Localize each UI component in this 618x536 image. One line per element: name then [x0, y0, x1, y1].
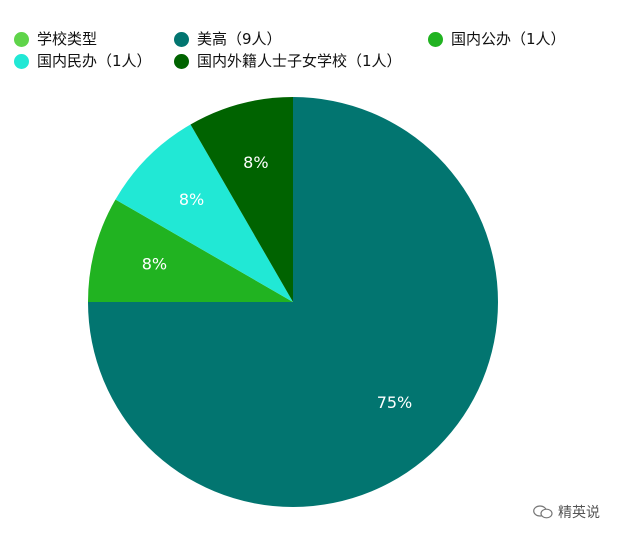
pie-slice-2 [115, 124, 294, 303]
slice-percent-label-3: 8% [243, 153, 268, 172]
legend-label: 美高（9人） [197, 30, 282, 48]
legend-label: 国内民办（1人） [37, 52, 152, 70]
pie-slice-1 [88, 199, 293, 302]
legend-swatch [428, 31, 443, 47]
legend-item-international-school: 国内外籍人士子女学校（1人） [174, 52, 402, 70]
legend-label: 学校类型 [37, 30, 98, 48]
wechat-bubble-icon [533, 505, 553, 519]
legend-label: 国内公办（1人） [451, 30, 566, 48]
slice-percent-label-0: 75% [377, 393, 413, 412]
legend-item-school-type: 学校类型 [14, 30, 97, 48]
legend-swatch [14, 53, 29, 69]
legend-swatch [174, 31, 189, 47]
legend-item-us-high-school: 美高（9人） [174, 30, 282, 48]
watermark: 精英说 [533, 502, 600, 522]
legend-swatch [174, 53, 189, 69]
legend-item-domestic-public: 国内公办（1人） [428, 30, 566, 48]
legend-item-domestic-private: 国内民办（1人） [14, 52, 152, 70]
watermark-text: 精英说 [558, 505, 600, 521]
pie-slice-3 [190, 96, 293, 302]
legend-swatch [14, 31, 29, 47]
legend-label: 国内外籍人士子女学校（1人） [197, 52, 402, 70]
slice-percent-label-1: 8% [142, 254, 167, 273]
slice-percent-label-2: 8% [179, 190, 204, 209]
